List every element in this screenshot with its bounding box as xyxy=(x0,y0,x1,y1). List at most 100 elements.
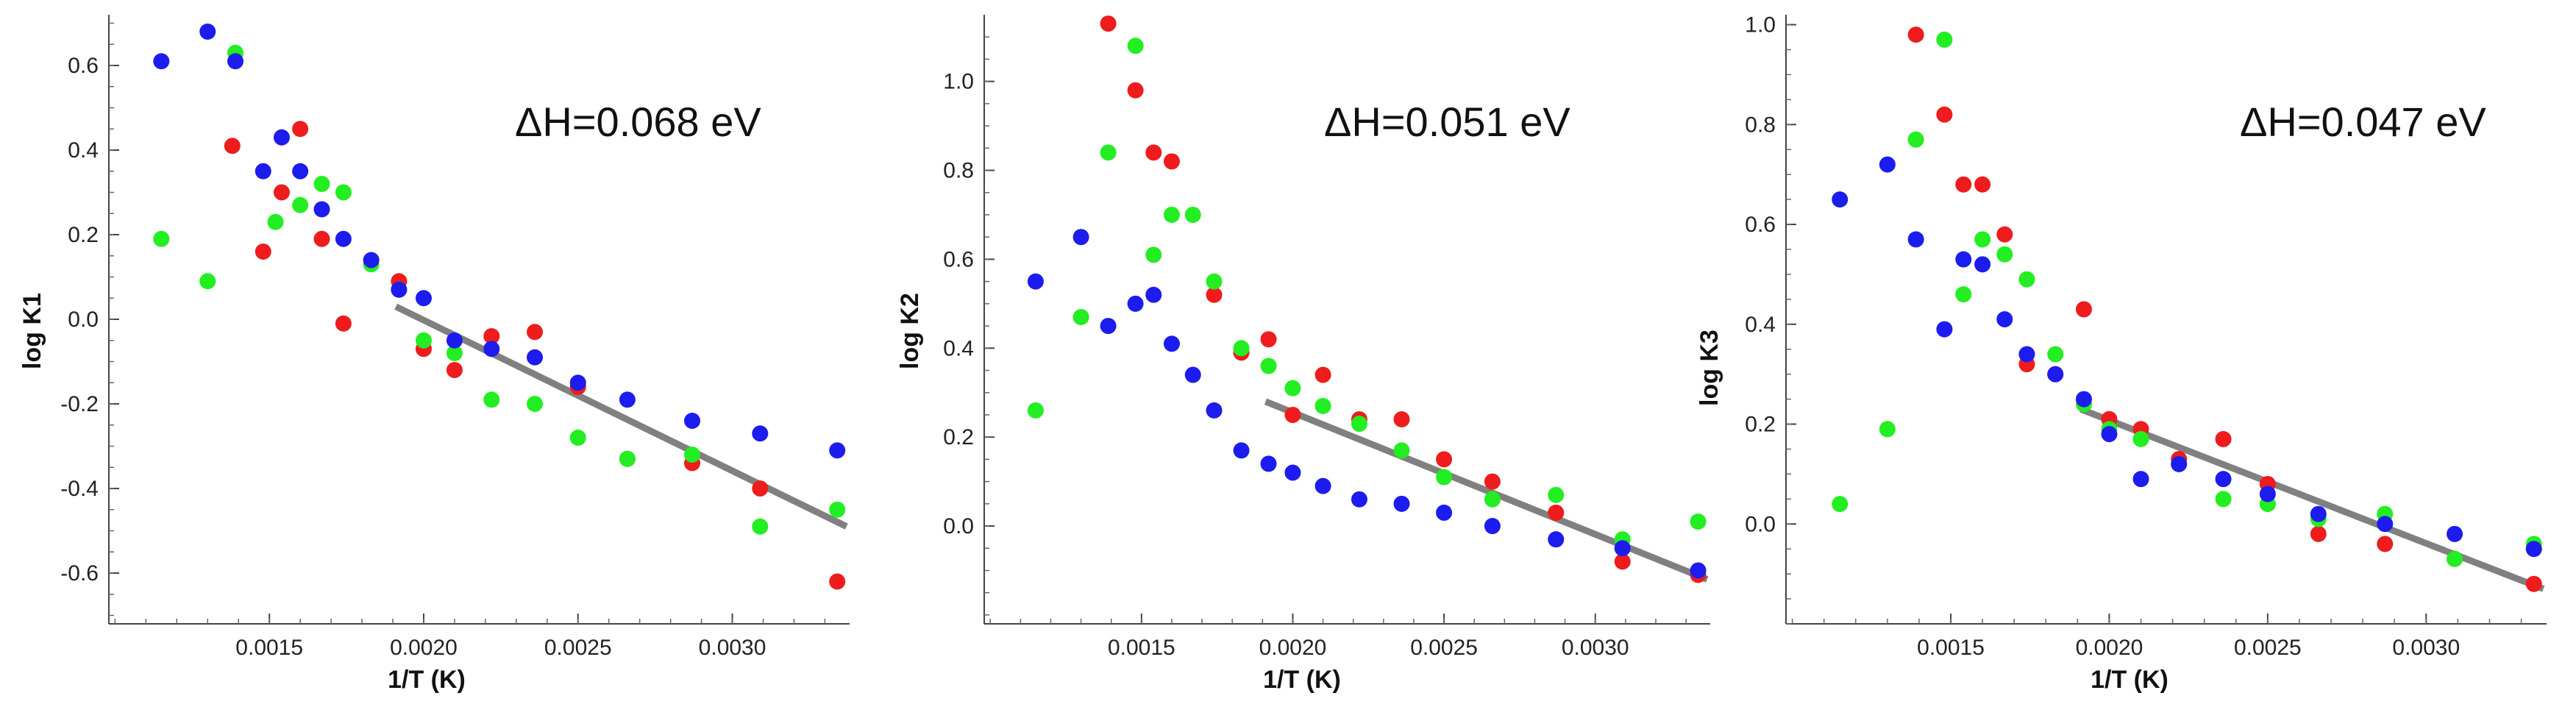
delta-h-annotation: ΔH=0.068 eV xyxy=(515,99,761,145)
data-point-green xyxy=(1832,496,1849,513)
data-point-blue xyxy=(1314,477,1331,494)
data-point-red xyxy=(1206,286,1223,303)
data-point-red xyxy=(446,362,463,378)
y-tick-label: 0.8 xyxy=(1745,113,1776,137)
data-point-blue xyxy=(313,201,330,218)
data-point-red xyxy=(2377,536,2394,552)
data-point-green xyxy=(569,430,586,446)
data-point-green xyxy=(1879,421,1896,438)
y-tick-label: 0.6 xyxy=(68,54,99,78)
y-tick-label: 0.6 xyxy=(943,247,974,271)
data-point-green xyxy=(752,518,769,535)
fit-line xyxy=(394,303,848,530)
data-point-blue xyxy=(1879,156,1896,173)
data-point-blue xyxy=(1163,335,1180,352)
data-point-blue xyxy=(1436,504,1453,521)
x-tick-label: 0.0015 xyxy=(1108,636,1175,660)
data-point-blue xyxy=(569,374,586,391)
data-point-blue xyxy=(1184,366,1201,383)
data-point-blue xyxy=(199,24,216,40)
data-point-blue xyxy=(2047,366,2064,383)
data-point-blue xyxy=(1260,455,1277,472)
data-point-red xyxy=(483,328,500,344)
delta-h-annotation: ΔH=0.047 eV xyxy=(2240,99,2486,145)
data-point-blue xyxy=(1127,295,1144,312)
data-point-green xyxy=(619,450,636,467)
data-point-green xyxy=(1907,131,1924,148)
data-point-blue xyxy=(1955,251,1972,268)
delta-h-annotation: ΔH=0.051 eV xyxy=(1324,99,1570,145)
data-point-blue xyxy=(415,290,432,307)
data-point-blue xyxy=(1484,518,1501,535)
data-point-red xyxy=(292,121,309,138)
data-point-red xyxy=(1936,106,1953,123)
data-point-green xyxy=(1233,340,1250,357)
x-axis-title: 1/T (K) xyxy=(1263,666,1341,694)
data-point-blue xyxy=(2075,391,2092,408)
data-point-red xyxy=(1393,410,1410,427)
y-tick-label: -0.6 xyxy=(60,561,99,586)
data-point-green xyxy=(1314,397,1331,414)
data-point-blue xyxy=(363,252,380,269)
data-point-blue xyxy=(2215,471,2232,488)
data-point-green xyxy=(1072,308,1089,325)
x-tick-label: 0.0030 xyxy=(1562,636,1629,660)
x-axis-title: 1/T (K) xyxy=(2091,666,2168,694)
data-point-red xyxy=(829,573,846,590)
data-point-blue xyxy=(2171,455,2188,472)
data-point-red xyxy=(2525,575,2542,592)
data-point-green xyxy=(1260,358,1277,374)
data-point-blue xyxy=(227,53,244,70)
data-point-green xyxy=(829,501,846,518)
chart-panel-2: log K2 1/T (K) ΔH=0.051 eV 0.0 0.2 0.4 0.6 0… xyxy=(896,15,1710,694)
data-point-blue xyxy=(684,413,701,429)
y-axis-title: log K3 xyxy=(1696,330,1723,406)
data-point-blue xyxy=(1690,562,1707,579)
data-point-green xyxy=(1436,469,1453,486)
data-point-blue xyxy=(619,391,636,408)
data-point-green xyxy=(267,213,284,230)
data-point-blue xyxy=(752,425,769,442)
y-tick-label: 0.6 xyxy=(1745,213,1776,237)
y-tick-label: -0.2 xyxy=(60,392,99,416)
y-tick-label: -0.4 xyxy=(60,477,99,501)
data-point-blue xyxy=(2447,525,2463,542)
y-tick-label: 0.0 xyxy=(1745,512,1776,536)
data-point-blue xyxy=(1145,286,1162,303)
data-point-red xyxy=(1260,331,1277,348)
data-point-blue xyxy=(1548,531,1565,548)
data-point-blue xyxy=(1907,231,1924,248)
data-point-blue xyxy=(2132,471,2149,488)
data-point-green xyxy=(292,196,309,213)
data-point-green xyxy=(415,332,432,349)
fit-line xyxy=(1264,398,1709,583)
fit-line xyxy=(2079,405,2545,592)
data-point-red xyxy=(273,184,290,201)
data-point-red xyxy=(2075,301,2092,318)
data-point-green xyxy=(199,273,216,290)
data-point-blue xyxy=(1393,495,1410,512)
chart-panel-1: log K1 1/T (K) ΔH=0.068 eV -0.6 -0.4 -0.2 0… xyxy=(18,15,850,694)
data-point-blue xyxy=(255,163,271,180)
data-point-red xyxy=(1284,406,1301,423)
x-tick-label: 0.0025 xyxy=(1410,636,1478,660)
data-point-blue xyxy=(446,332,463,349)
data-point-blue xyxy=(391,281,408,298)
data-point-blue xyxy=(1936,321,1953,338)
data-point-red xyxy=(1314,366,1331,383)
data-point-green xyxy=(1548,486,1565,503)
data-point-red xyxy=(1614,553,1631,570)
data-point-red xyxy=(1145,144,1162,161)
data-point-green xyxy=(1393,442,1410,459)
data-point-green xyxy=(1996,246,2013,263)
x-tick-label: 0.0020 xyxy=(390,636,458,660)
x-tick-label: 0.0020 xyxy=(1259,636,1327,660)
data-point-blue xyxy=(2377,516,2394,533)
data-point-red xyxy=(1484,473,1501,490)
data-point-green xyxy=(1163,206,1180,223)
data-point-blue xyxy=(2259,486,2276,502)
data-point-green xyxy=(2047,346,2064,363)
y-tick-label: 0.2 xyxy=(943,425,974,449)
data-point-red xyxy=(1996,226,2013,243)
